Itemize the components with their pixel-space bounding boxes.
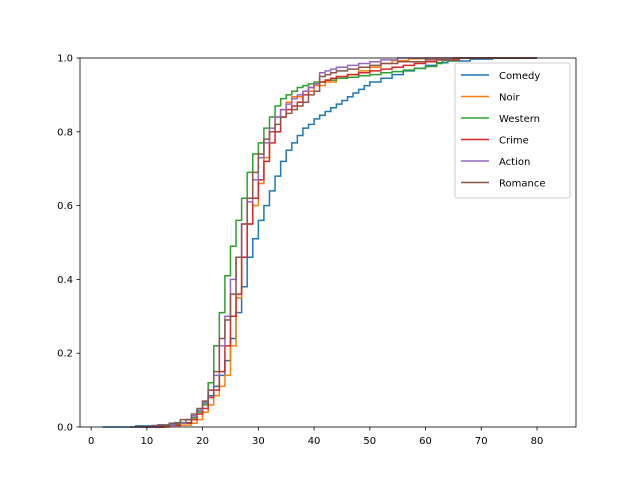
series-line-romance bbox=[130, 57, 537, 428]
x-tick-label: 10 bbox=[141, 436, 154, 447]
x-tick-label: 20 bbox=[196, 436, 209, 447]
y-tick-label: 0.0 bbox=[57, 423, 73, 434]
legend-label: Action bbox=[499, 157, 530, 168]
axes-border bbox=[79, 57, 577, 428]
legend-item-action: Action bbox=[461, 157, 530, 168]
y-axis: 0.0 0.2 0.4 0.6 0.8 1.0 bbox=[57, 54, 80, 434]
y-tick-label: 0.6 bbox=[57, 201, 73, 212]
x-tick-label: 40 bbox=[308, 436, 321, 447]
x-tick-label: 0 bbox=[88, 436, 94, 447]
legend-label: Noir bbox=[499, 93, 520, 104]
x-axis: 0 10 20 30 40 50 60 70 80 bbox=[88, 427, 543, 447]
y-tick-label: 0.8 bbox=[57, 127, 73, 138]
legend-item-romance: Romance bbox=[461, 179, 545, 190]
legend: Comedy Noir Western Crime Action Romance bbox=[454, 62, 571, 199]
x-tick-label: 50 bbox=[363, 436, 376, 447]
legend-item-crime: Crime bbox=[461, 136, 529, 147]
axes-frame bbox=[79, 57, 577, 428]
legend-label: Romance bbox=[499, 179, 545, 190]
legend-label: Comedy bbox=[499, 71, 540, 82]
y-tick-label: 0.4 bbox=[57, 275, 73, 286]
legend-item-noir: Noir bbox=[461, 93, 520, 104]
y-tick-label: 0.2 bbox=[57, 349, 73, 360]
x-tick-label: 60 bbox=[419, 436, 432, 447]
x-tick-label: 30 bbox=[252, 436, 265, 447]
y-tick-label: 1.0 bbox=[57, 54, 73, 65]
legend-label: Western bbox=[499, 114, 540, 125]
legend-item-comedy: Comedy bbox=[461, 71, 540, 82]
series-layer bbox=[102, 57, 537, 428]
series-line-western bbox=[141, 57, 537, 428]
legend-item-western: Western bbox=[461, 114, 540, 125]
x-tick-label: 70 bbox=[475, 436, 488, 447]
x-tick-label: 80 bbox=[531, 436, 544, 447]
legend-label: Crime bbox=[499, 136, 529, 147]
